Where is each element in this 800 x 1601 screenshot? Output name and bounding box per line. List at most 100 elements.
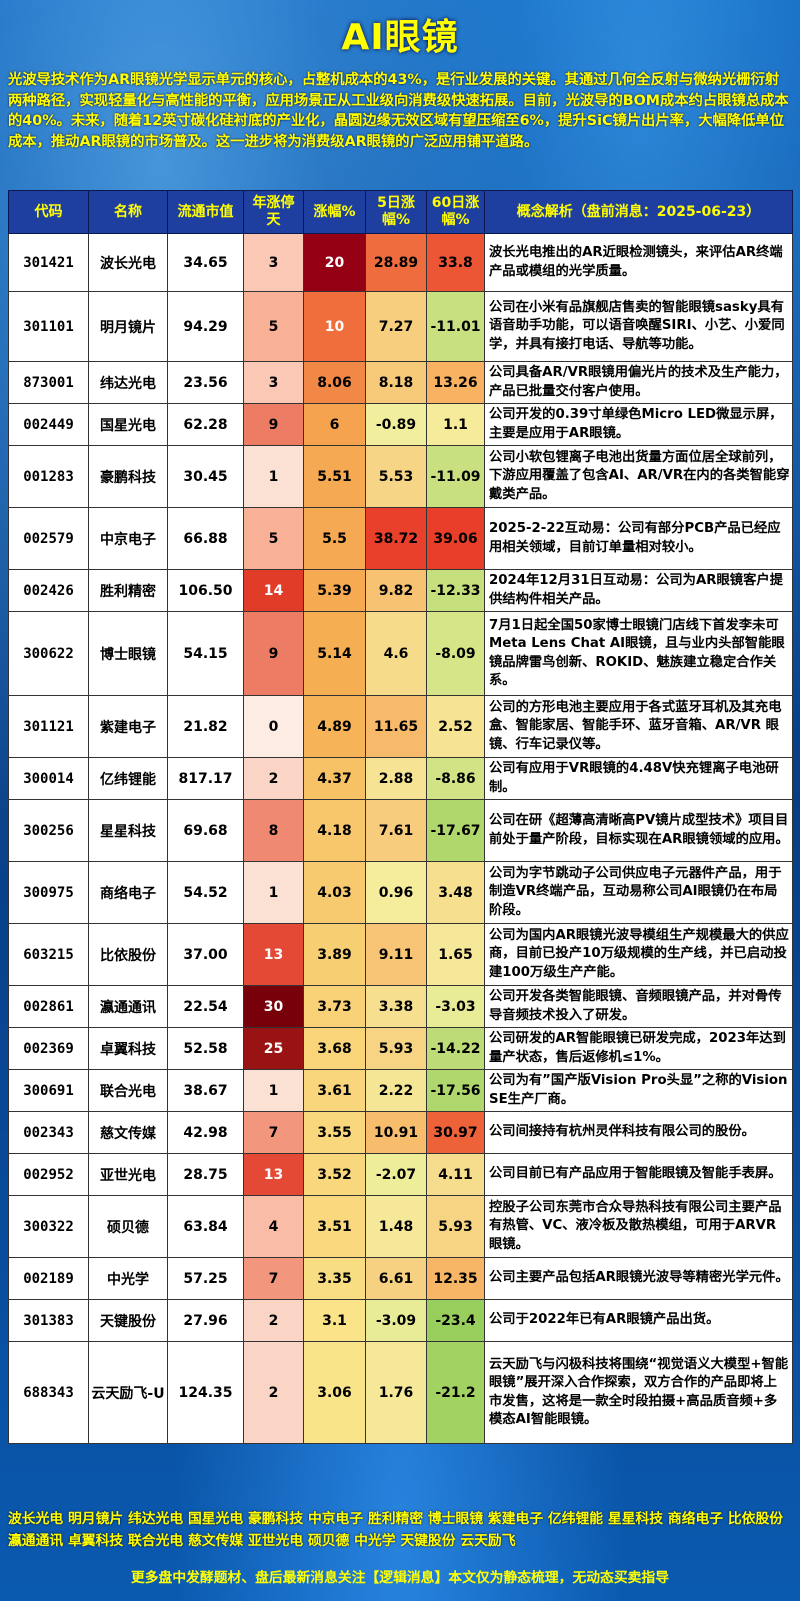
- cell-cap: 42.98: [167, 1111, 244, 1154]
- footer-note: 更多盘中发酵题材、盘后最新消息关注【逻辑消息】本文仅为静态梳理，无动态买卖指导: [130, 1570, 670, 1586]
- cell-change: 3.73: [303, 985, 366, 1028]
- cell-cap: 63.84: [167, 1195, 244, 1258]
- cell-60d-change: -14.22: [426, 1027, 485, 1070]
- cell-5d-change: -3.09: [365, 1299, 427, 1342]
- cell-limit-days: 9: [243, 611, 304, 696]
- table-row: 001283 豪鹏科技 30.45 1 5.51 5.53 -11.09 公司小软包锂离子电池…: [8, 445, 793, 508]
- table-row: 301101 明月镜片 94.29 5 10 7.27 -11.01 公司在小米有品旗舰店售卖…: [8, 291, 793, 362]
- cell-code: 301101: [8, 291, 89, 362]
- cell-5d-change: 28.89: [365, 233, 427, 292]
- cell-name: 紫建电子: [88, 695, 168, 758]
- table-row: 002579 中京电子 66.88 5 5.5 38.72 39.06 2025-2-22互动…: [8, 507, 793, 570]
- cell-change: 4.03: [303, 861, 366, 924]
- cell-60d-change: 3.48: [426, 861, 485, 924]
- cell-cap: 34.65: [167, 233, 244, 292]
- cell-code: 002861: [8, 985, 89, 1028]
- cell-change: 10: [303, 291, 366, 362]
- cell-5d-change: 11.65: [365, 695, 427, 758]
- cell-name: 豪鹏科技: [88, 445, 168, 508]
- cell-5d-change: 10.91: [365, 1111, 427, 1154]
- cell-cap: 817.17: [167, 757, 244, 800]
- header-code: 代码: [8, 190, 89, 234]
- cell-concept: 云天励飞与闪极科技将围绕“视觉语义大模型+智能眼镜”展开深入合作探索，双方合作的…: [484, 1341, 793, 1444]
- cell-code: 300622: [8, 611, 89, 696]
- cell-code: 002426: [8, 569, 89, 612]
- cell-change: 4.18: [303, 799, 366, 862]
- cell-cap: 28.75: [167, 1153, 244, 1196]
- cell-concept: 公司具备AR/VR眼镜用偏光片的技术及生产能力，产品已批量交付客户使用。: [484, 361, 793, 404]
- cell-limit-days: 4: [243, 1195, 304, 1258]
- table-row: 300691 联合光电 38.67 1 3.61 2.22 -17.56 公司为有”国产版Vi…: [8, 1069, 793, 1112]
- cell-cap: 54.15: [167, 611, 244, 696]
- table-row: 002449 国星光电 62.28 9 6 -0.89 1.1 公司开发的0.39寸单绿色Mi…: [8, 403, 793, 446]
- cell-name: 胜利精密: [88, 569, 168, 612]
- cell-change: 4.37: [303, 757, 366, 800]
- cell-60d-change: 30.97: [426, 1111, 485, 1154]
- cell-5d-change: -2.07: [365, 1153, 427, 1196]
- table-row: 300014 亿纬锂能 817.17 2 4.37 2.88 -8.86 公司有应用于VR眼镜…: [8, 757, 793, 800]
- cell-60d-change: -12.33: [426, 569, 485, 612]
- cell-code: 688343: [8, 1341, 89, 1444]
- cell-60d-change: -11.09: [426, 445, 485, 508]
- stock-name-ticker: 波长光电 明月镜片 纬达光电 国星光电 豪鹏科技 中京电子 胜利精密 博士眼镜 …: [8, 1511, 784, 1549]
- cell-concept: 2024年12月31日互动易：公司为AR眼镜客户提供结构件相关产品。: [484, 569, 793, 612]
- cell-change: 3.89: [303, 923, 366, 986]
- cell-60d-change: -17.67: [426, 799, 485, 862]
- cell-cap: 22.54: [167, 985, 244, 1028]
- cell-change: 4.89: [303, 695, 366, 758]
- table-row: 002343 慈文传媒 42.98 7 3.55 10.91 30.97 公司间接持有杭州灵伴…: [8, 1111, 793, 1154]
- table-row: 002952 亚世光电 28.75 13 3.52 -2.07 4.11 公司目前已有产品应用…: [8, 1153, 793, 1196]
- table-row: 688343 云天励飞-U 124.35 2 3.06 1.76 -21.2 云天励飞与闪极科…: [8, 1341, 793, 1444]
- cell-name: 天键股份: [88, 1299, 168, 1342]
- cell-change: 5.39: [303, 569, 366, 612]
- cell-concept: 2025-2-22互动易：公司有部分PCB产品已经应用相关领域，目前订单量相对较…: [484, 507, 793, 570]
- cell-name: 联合光电: [88, 1069, 168, 1112]
- cell-concept: 公司开发的0.39寸单绿色Micro LED微显示屏，主要是应用于AR眼镜。: [484, 403, 793, 446]
- cell-code: 301383: [8, 1299, 89, 1342]
- cell-60d-change: -17.56: [426, 1069, 485, 1112]
- cell-change: 3.1: [303, 1299, 366, 1342]
- header-cap: 流通市值: [167, 190, 244, 234]
- table-row: 002861 瀛通通讯 22.54 30 3.73 3.38 -3.03 公司开发各类智能眼镜…: [8, 985, 793, 1028]
- cell-code: 002449: [8, 403, 89, 446]
- cell-60d-change: 2.52: [426, 695, 485, 758]
- cell-concept: 公司于2022年已有AR眼镜产品出货。: [484, 1299, 793, 1342]
- cell-limit-days: 9: [243, 403, 304, 446]
- table-row: 002369 卓翼科技 52.58 25 3.68 5.93 -14.22 公司研发的AR智能…: [8, 1027, 793, 1070]
- cell-limit-days: 3: [243, 233, 304, 292]
- cell-change: 8.06: [303, 361, 366, 404]
- cell-change: 3.06: [303, 1341, 366, 1444]
- cell-cap: 21.82: [167, 695, 244, 758]
- cell-cap: 54.52: [167, 861, 244, 924]
- header-limit-days: 年涨停天: [243, 190, 304, 234]
- cell-concept: 公司为字节跳动子公司供应电子元器件产品，用于制造VR终端产品，互动易称公司AI眼…: [484, 861, 793, 924]
- cell-limit-days: 1: [243, 1069, 304, 1112]
- cell-concept: 公司主要产品包括AR眼镜光波导等精密光学元件。: [484, 1257, 793, 1300]
- cell-concept: 公司在小米有品旗舰店售卖的智能眼镜sasky具有语音助手功能，可以语音唤醒SIR…: [484, 291, 793, 362]
- cell-limit-days: 7: [243, 1257, 304, 1300]
- cell-code: 300014: [8, 757, 89, 800]
- cell-60d-change: -21.2: [426, 1341, 485, 1444]
- cell-5d-change: 5.93: [365, 1027, 427, 1070]
- cell-name: 硕贝德: [88, 1195, 168, 1258]
- cell-5d-change: 8.18: [365, 361, 427, 404]
- cell-concept: 公司为有”国产版Vision Pro头显”之称的Vision SE生产厂商。: [484, 1069, 793, 1112]
- cell-cap: 106.50: [167, 569, 244, 612]
- cell-limit-days: 5: [243, 291, 304, 362]
- cell-60d-change: -11.01: [426, 291, 485, 362]
- cell-5d-change: 6.61: [365, 1257, 427, 1300]
- header-name: 名称: [88, 190, 168, 234]
- cell-name: 波长光电: [88, 233, 168, 292]
- cell-limit-days: 3: [243, 361, 304, 404]
- intro-text: 光波导技术作为AR眼镜光学显示单元的核心，占整机成本的43%，是行业发展的关键。…: [8, 72, 789, 150]
- cell-60d-change: 1.1: [426, 403, 485, 446]
- cell-change: 3.55: [303, 1111, 366, 1154]
- cell-change: 3.61: [303, 1069, 366, 1112]
- cell-limit-days: 2: [243, 1299, 304, 1342]
- cell-limit-days: 8: [243, 799, 304, 862]
- cell-cap: 94.29: [167, 291, 244, 362]
- cell-cap: 23.56: [167, 361, 244, 404]
- cell-change: 20: [303, 233, 366, 292]
- cell-name: 亚世光电: [88, 1153, 168, 1196]
- cell-concept: 公司间接持有杭州灵伴科技有限公司的股份。: [484, 1111, 793, 1154]
